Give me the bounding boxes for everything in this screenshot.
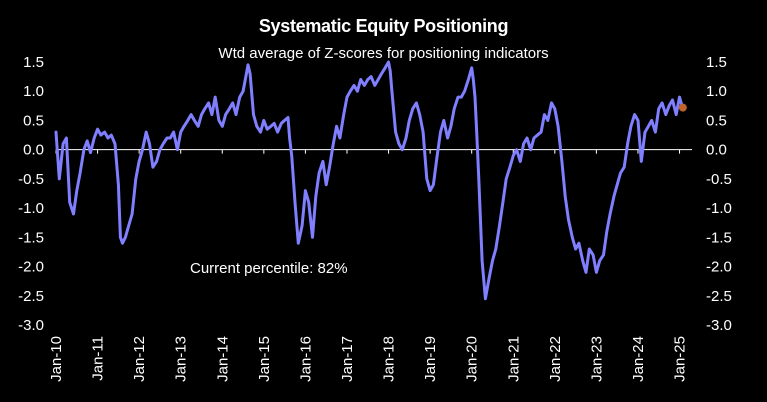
y-tick-label-left: 1.0 — [23, 83, 44, 100]
chart-title: Systematic Equity Positioning — [258, 16, 509, 36]
y-tick-label-right: 1.5 — [706, 54, 727, 71]
y-tick-label-right: -2.5 — [706, 288, 732, 305]
y-tick-label-right: -2.0 — [706, 259, 732, 276]
positioning-series-line — [54, 60, 685, 301]
y-tick-label-left: 0.5 — [23, 112, 44, 129]
y-tick-label-right: -1.5 — [706, 229, 732, 246]
y-tick-label-left: -1.0 — [18, 200, 44, 217]
y-tick-label-left: -2.0 — [18, 259, 44, 276]
y-tick-label-left: 1.5 — [23, 54, 44, 71]
x-tick-label: Jan-23 — [588, 336, 605, 382]
x-tick-label: Jan-17 — [339, 336, 356, 382]
series-layer — [54, 60, 687, 301]
y-tick-label-right: 0.0 — [706, 142, 727, 159]
x-tick-label: Jan-20 — [464, 336, 481, 382]
x-tick-label: Jan-10 — [48, 336, 65, 382]
chart-subtitle: Wtd average of Z-scores for positioning … — [218, 45, 549, 62]
percentile-annotation: Current percentile: 82% — [190, 260, 348, 277]
y-tick-label-left: -3.0 — [18, 317, 44, 334]
x-tick-label: Jan-19 — [422, 336, 439, 382]
x-tick-label: Jan-16 — [297, 336, 314, 382]
y-tick-label-right: 1.0 — [706, 83, 727, 100]
y-tick-label-left: 0.0 — [23, 142, 44, 159]
right-y-axis: 1.5 1.0 0.5 0.0 -0.5 -1.0 -1.5 -2.0 -2.5 -3.0 — [706, 54, 732, 334]
current-value-marker — [678, 103, 687, 112]
y-tick-label-left: -0.5 — [18, 171, 44, 188]
x-tick-label: Jan-14 — [214, 336, 231, 382]
x-tick-label: Jan-12 — [131, 336, 148, 382]
y-tick-label-left: -1.5 — [18, 229, 44, 246]
x-tick-label: Jan-13 — [173, 336, 190, 382]
x-tick-label: Jan-15 — [256, 336, 273, 382]
y-tick-label-right: -1.0 — [706, 200, 732, 217]
left-y-axis: 1.5 1.0 0.5 0.0 -0.5 -1.0 -1.5 -2.0 -2.5 -3.0 — [18, 54, 44, 334]
y-tick-label-right: 0.5 — [706, 112, 727, 129]
y-tick-label-right: -0.5 — [706, 171, 732, 188]
x-tick-label: Jan-25 — [672, 336, 689, 382]
y-tick-label-left: -2.5 — [18, 288, 44, 305]
x-tick-label: Jan-21 — [505, 336, 522, 382]
x-tick-label: Jan-18 — [381, 336, 398, 382]
x-axis: Jan-10 Jan-11 Jan-12 Jan-13 Jan-14 Jan-15 Jan-… — [48, 149, 692, 382]
x-tick-label: Jan-11 — [90, 336, 107, 381]
x-tick-label: Jan-24 — [630, 336, 647, 382]
x-tick-label: Jan-22 — [547, 336, 564, 382]
y-tick-label-right: -3.0 — [706, 317, 732, 334]
